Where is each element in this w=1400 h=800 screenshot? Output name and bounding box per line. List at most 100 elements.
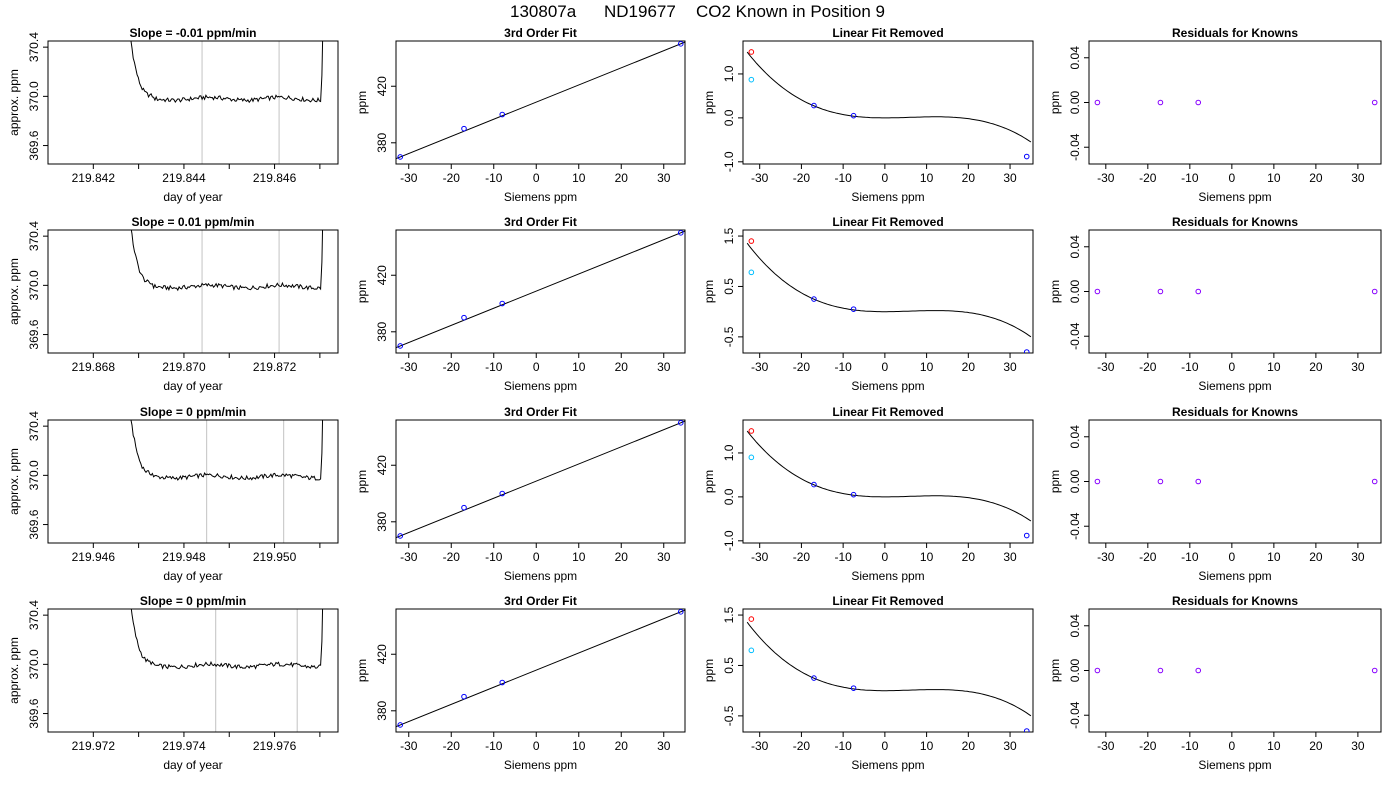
y-tick-label: 370.0 bbox=[27, 460, 41, 490]
x-tick-label: 0 bbox=[882, 360, 889, 374]
plot-area bbox=[746, 238, 1032, 353]
residual-point-4 bbox=[1371, 288, 1378, 295]
x-tick-label: 0 bbox=[533, 739, 540, 753]
data-point-4 bbox=[850, 112, 857, 119]
y-tick-label: 370.4 bbox=[27, 411, 41, 441]
data-point-4 bbox=[677, 420, 684, 426]
x-tick-label: -20 bbox=[1139, 550, 1157, 564]
x-tick-label: -10 bbox=[1181, 550, 1199, 564]
x-tick-label: 219.868 bbox=[72, 360, 116, 374]
y-tick-label: 369.6 bbox=[27, 130, 41, 160]
x-tick-label: 10 bbox=[572, 550, 586, 564]
fit-line bbox=[396, 420, 685, 539]
chart-panel-2-1: Slope = 0.01 ppm/min day of year approx. p… bbox=[7, 215, 339, 393]
fit-line bbox=[396, 41, 685, 160]
x-tick-label: 20 bbox=[962, 739, 976, 753]
fit-curve bbox=[746, 51, 1032, 143]
x-tick-label: 20 bbox=[1309, 739, 1323, 753]
x-axis-label: Siemens ppm bbox=[1198, 379, 1271, 393]
panel-title: 3rd Order Fit bbox=[504, 215, 577, 229]
y-tick-label: 1.5 bbox=[722, 227, 736, 244]
chart-panel-2-3: Linear Fit Removed Siemens ppm ppm -30 -20 -1… bbox=[702, 215, 1034, 393]
series-line bbox=[130, 41, 324, 104]
plot-area bbox=[130, 420, 324, 481]
residual-point-1 bbox=[1094, 667, 1101, 674]
x-tick-label: -30 bbox=[400, 550, 418, 564]
x-tick-label: 30 bbox=[657, 360, 671, 374]
y-tick-label: 370.4 bbox=[27, 600, 41, 630]
y-tick-label: 370.4 bbox=[27, 221, 41, 251]
panel-title: Residuals for Knowns bbox=[1172, 26, 1298, 40]
x-tick-label: 219.974 bbox=[162, 739, 206, 753]
chart-panel-3-4: Residuals for Knowns Siemens ppm ppm -30 -20… bbox=[1048, 405, 1382, 583]
data-point-4 bbox=[850, 306, 857, 312]
plot-frame bbox=[47, 608, 339, 733]
x-tick-label: -20 bbox=[1139, 360, 1157, 374]
x-tick-label: 10 bbox=[1267, 171, 1281, 185]
x-tick-label: -10 bbox=[1181, 171, 1199, 185]
x-tick-label: 30 bbox=[657, 739, 671, 753]
x-tick-label: 20 bbox=[1309, 171, 1323, 185]
y-tick-label: 0.0 bbox=[722, 488, 736, 505]
y-axis-label: ppm bbox=[355, 470, 369, 493]
y-tick-label: 369.6 bbox=[27, 698, 41, 728]
residual-point-2 bbox=[1157, 667, 1164, 674]
x-tick-label: -30 bbox=[751, 739, 769, 753]
x-axis-label: Siemens ppm bbox=[504, 758, 577, 772]
chart-panel-1-4: Residuals for Knowns Siemens ppm ppm -30 -20… bbox=[1048, 26, 1382, 204]
x-tick-label: 20 bbox=[1309, 550, 1323, 564]
plot-area bbox=[746, 616, 1032, 732]
x-tick-label: 30 bbox=[1351, 360, 1365, 374]
figure-description: CO2 Known in Position 9 bbox=[696, 2, 885, 21]
x-tick-label: 30 bbox=[1003, 739, 1017, 753]
panel-title: Residuals for Knowns bbox=[1172, 215, 1298, 229]
x-tick-label: 10 bbox=[1267, 550, 1281, 564]
chart-panel-4-2: 3rd Order Fit Siemens ppm ppm -30 -20 -10 0 10 2… bbox=[355, 594, 686, 772]
fit-curve bbox=[746, 430, 1032, 522]
x-tick-label: -10 bbox=[485, 550, 503, 564]
x-tick-label: -30 bbox=[400, 360, 418, 374]
y-tick-label: 370.0 bbox=[27, 270, 41, 300]
x-tick-label: -10 bbox=[1181, 360, 1199, 374]
panel-title: Linear Fit Removed bbox=[832, 405, 943, 419]
data-point-3 bbox=[499, 111, 506, 118]
y-tick-label: 369.6 bbox=[27, 509, 41, 539]
y-tick-label: 0.00 bbox=[1068, 469, 1082, 493]
y-tick-label: 0.04 bbox=[1068, 46, 1082, 70]
y-tick-label: 380 bbox=[375, 321, 389, 341]
plot-area bbox=[1094, 478, 1378, 485]
plot-frame bbox=[47, 229, 339, 354]
plot-area bbox=[746, 49, 1032, 160]
chart-panel-1-2: 3rd Order Fit Siemens ppm ppm -30 -20 -10 0 10 2… bbox=[355, 26, 686, 204]
plot-area bbox=[396, 609, 685, 728]
x-axis-label: day of year bbox=[163, 569, 222, 583]
fit-curve bbox=[746, 242, 1032, 338]
plot-area bbox=[130, 41, 324, 104]
panel-title: Residuals for Knowns bbox=[1172, 594, 1298, 608]
y-axis-label: approx. ppm bbox=[7, 258, 21, 325]
x-axis-label: day of year bbox=[163, 758, 222, 772]
data-point-3 bbox=[499, 679, 506, 686]
data-point-2 bbox=[461, 125, 467, 132]
plot-area bbox=[130, 609, 324, 670]
x-tick-label: -30 bbox=[1097, 550, 1115, 564]
panel-title: Slope = 0 ppm/min bbox=[140, 405, 246, 419]
x-axis-label: Siemens ppm bbox=[504, 379, 577, 393]
y-tick-label: 380 bbox=[375, 700, 389, 720]
plot-frame bbox=[47, 419, 339, 544]
data-point-1 bbox=[397, 533, 404, 539]
data-point-1 bbox=[397, 722, 404, 728]
plot-area bbox=[1094, 667, 1378, 674]
residual-point-3 bbox=[1195, 667, 1202, 674]
y-tick-label: 370.4 bbox=[27, 32, 41, 62]
x-tick-label: 219.948 bbox=[162, 550, 206, 564]
residual-point-4 bbox=[1371, 667, 1378, 674]
x-tick-label: 219.946 bbox=[72, 550, 116, 564]
x-tick-label: 0 bbox=[1229, 739, 1236, 753]
residual-point-4 bbox=[1371, 478, 1378, 485]
x-tick-label: 30 bbox=[1003, 171, 1017, 185]
panel-title: 3rd Order Fit bbox=[504, 405, 577, 419]
plot-frame bbox=[742, 229, 1034, 354]
x-tick-label: 219.844 bbox=[162, 171, 206, 185]
panel-title: 3rd Order Fit bbox=[504, 594, 577, 608]
